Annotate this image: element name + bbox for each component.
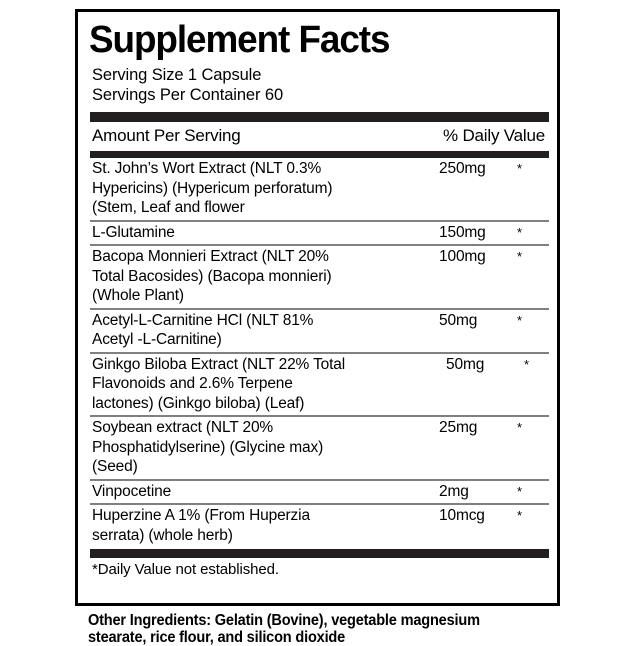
nutrient-name-line: Total Bacosides) (Bacopa monnieri) xyxy=(92,267,332,285)
serving-size: Serving Size 1 Capsule xyxy=(92,66,262,84)
other-ingredients: Other Ingredients: Gelatin (Bovine), veg… xyxy=(88,612,530,646)
nutrient-amount: 2mg xyxy=(439,482,469,500)
nutrient-name-line: Flavonoids and 2.6% Terpene xyxy=(92,375,293,392)
nutrient-name-line: St. John’s Wort Extract (NLT 0.3% xyxy=(92,160,322,177)
table-row: L-Glutamine 150mg * xyxy=(88,222,549,245)
column-header-row: Amount Per Serving % Daily Value xyxy=(88,122,549,149)
nutrient-amount: 10mcg xyxy=(439,507,485,524)
table-row: Vinpocetine 2mg * xyxy=(88,481,549,504)
nutrient-amount: 50mg xyxy=(446,355,485,373)
nutrient-name-line: serrata) (whole herb) xyxy=(92,526,233,544)
nutrient-name: Vinpocetine xyxy=(92,482,439,502)
nutrient-daily-value: * xyxy=(517,483,522,499)
nutrient-daily-value: * xyxy=(517,420,522,435)
row-divider xyxy=(90,219,549,222)
nutrient-name: Ginkgo Biloba Extract (NLT 22% Total Fla… xyxy=(92,355,446,414)
nutrient-amount: 50mg xyxy=(439,311,478,329)
nutrient-name: Huperzine A 1% (From Huperzia serrata) (… xyxy=(92,506,439,545)
nutrient-name: Acetyl-L-Carnitine HCl (NLT 81% Acetyl -… xyxy=(92,311,439,350)
table-row: St. John’s Wort Extract (NLT 0.3% Hyperi… xyxy=(88,158,549,220)
nutrient-amount: 150mg xyxy=(439,223,486,241)
nutrient-daily-value: * xyxy=(517,312,522,328)
nutrient-name-line: Bacopa Monnieri Extract (NLT 20% xyxy=(92,248,329,265)
serving-info: Serving Size 1 Capsule Servings Per Cont… xyxy=(92,65,549,105)
row-divider xyxy=(90,307,549,310)
nutrient-name-line: (Seed) xyxy=(92,458,138,475)
row-divider xyxy=(90,478,549,481)
nutrient-name-line: Ginkgo Biloba Extract (NLT 22% Total xyxy=(92,355,346,373)
column-header-daily-value: % Daily Value xyxy=(443,126,545,145)
nutrient-daily-value: * xyxy=(517,508,522,523)
nutrient-name-line: (Stem, Leaf and flower xyxy=(92,199,245,216)
column-header-amount-per-serving: Amount Per Serving xyxy=(92,126,241,145)
nutrient-table: St. John’s Wort Extract (NLT 0.3% Hyperi… xyxy=(88,158,549,547)
row-divider xyxy=(90,503,549,505)
table-row: Soybean extract (NLT 20% Phosphatidylser… xyxy=(88,417,549,479)
divider-bar-footer xyxy=(90,549,549,558)
table-row: Ginkgo Biloba Extract (NLT 22% Total Fla… xyxy=(88,354,549,416)
nutrient-name-line: Acetyl -L-Carnitine) xyxy=(92,331,222,348)
nutrient-name: Soybean extract (NLT 20% Phosphatidylser… xyxy=(92,418,439,477)
nutrient-daily-value: * xyxy=(517,161,522,176)
nutrient-name-line: Vinpocetine xyxy=(92,482,172,500)
nutrient-amount: 25mg xyxy=(439,419,478,436)
page-title: Supplement Facts xyxy=(89,19,390,61)
nutrient-amount: 250mg xyxy=(439,160,486,177)
nutrient-daily-value: * xyxy=(517,224,522,240)
table-row: Acetyl-L-Carnitine HCl (NLT 81% Acetyl -… xyxy=(88,310,549,352)
table-row: Huperzine A 1% (From Huperzia serrata) (… xyxy=(88,505,549,547)
nutrient-name-line: Phosphatidylserine) (Glycine max) xyxy=(92,438,324,456)
nutrient-name-line: Huperzine A 1% (From Huperzia xyxy=(92,507,310,524)
nutrient-name-line: Hypericins) (Hypericum perforatum) xyxy=(92,179,333,197)
nutrient-daily-value: * xyxy=(517,249,522,264)
daily-value-footnote: *Daily Value not established. xyxy=(92,561,279,578)
row-divider xyxy=(90,415,549,417)
nutrient-name-line: Soybean extract (NLT 20% xyxy=(92,419,274,436)
nutrient-name-line: (Whole Plant) xyxy=(92,287,184,304)
servings-per-container: Servings Per Container 60 xyxy=(92,86,284,104)
supplement-facts-panel: Supplement Facts Serving Size 1 Capsule … xyxy=(75,9,560,606)
other-ingredients-line: Other Ingredients: Gelatin (Bovine), veg… xyxy=(88,612,480,629)
divider-bar-top xyxy=(90,112,549,122)
nutrient-name-line: lactones) (Ginkgo biloba) (Leaf) xyxy=(92,394,305,412)
nutrient-name: St. John’s Wort Extract (NLT 0.3% Hyperi… xyxy=(92,159,439,218)
nutrient-name: Bacopa Monnieri Extract (NLT 20% Total B… xyxy=(92,247,439,306)
row-divider xyxy=(90,244,549,246)
table-row: Bacopa Monnieri Extract (NLT 20% Total B… xyxy=(88,246,549,308)
nutrient-amount: 100mg xyxy=(439,248,486,265)
nutrient-name-line: L-Glutamine xyxy=(92,223,175,241)
other-ingredients-line: stearate, rice flour, and silicon dioxid… xyxy=(88,629,346,646)
nutrient-daily-value: * xyxy=(524,356,529,372)
divider-bar-header xyxy=(90,151,549,158)
nutrient-name-line: Acetyl-L-Carnitine HCl (NLT 81% xyxy=(92,311,314,329)
row-divider xyxy=(90,351,549,354)
nutrient-name: L-Glutamine xyxy=(92,223,439,243)
